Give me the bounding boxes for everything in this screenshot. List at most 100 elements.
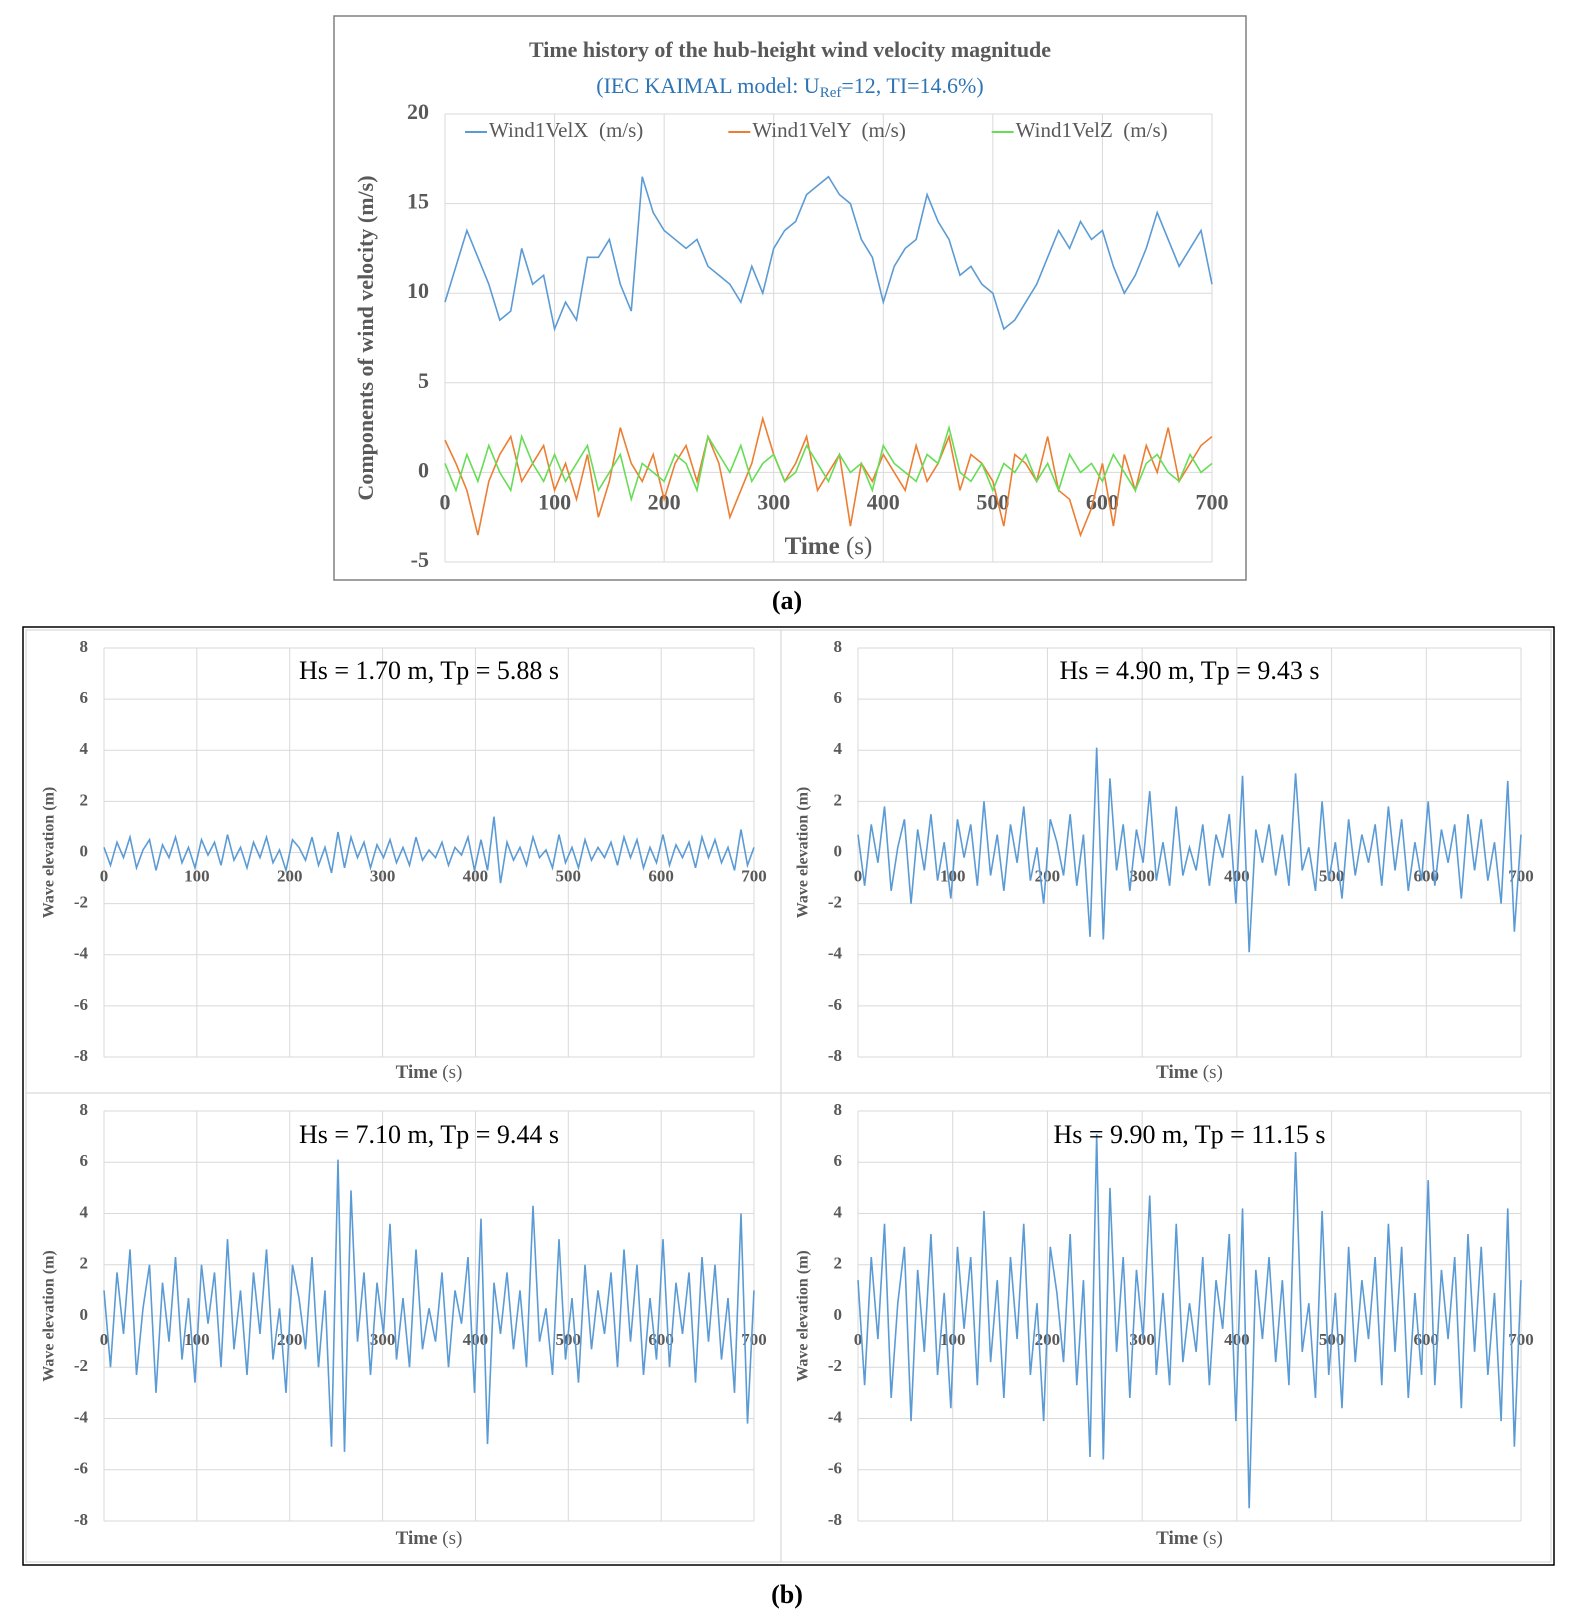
y-axis-label: Components of wind velocity (m/s) (353, 175, 378, 500)
y-axis-label: Wave elevation (m) (795, 787, 812, 919)
x-axis-label-unit: (s) (442, 1062, 462, 1083)
series-line (444, 175, 1213, 332)
x-tick-label: 500 (976, 489, 1009, 514)
legend-label: Wind1VelY (m/s) (752, 118, 906, 142)
y-axis-label: Wave elevation (m) (41, 1250, 58, 1382)
y-tick-label: 8 (834, 1100, 843, 1119)
x-tick-label: 600 (648, 1330, 674, 1349)
y-tick-label: -8 (828, 1510, 842, 1529)
x-axis-label: Time (s) (785, 533, 873, 560)
y-tick-label: 6 (834, 1151, 843, 1170)
y-tick-label: -4 (828, 944, 843, 963)
x-tick-label: 100 (538, 489, 571, 514)
legend-label: Wind1VelX (m/s) (489, 118, 643, 142)
x-tick-label: 400 (867, 489, 900, 514)
y-axis-label: Wave elevation (m) (41, 787, 58, 919)
x-axis-label: Time (s) (396, 1062, 463, 1083)
x-tick-label: 300 (1129, 866, 1155, 885)
x-tick-label: 0 (100, 1330, 109, 1349)
series-line (857, 747, 1522, 953)
chart-title: Hs = 1.70 m, Tp = 5.88 s (299, 656, 559, 685)
y-tick-label: -6 (828, 995, 842, 1014)
series-line (103, 1159, 755, 1452)
x-tick-label: 300 (370, 866, 396, 885)
subtitle-text: (IEC KAIMAL model: U (596, 73, 820, 98)
y-tick-label: -2 (828, 1356, 842, 1375)
subtitle-subscript: Ref (820, 85, 842, 101)
series-line (444, 415, 1213, 538)
x-tick-label: 200 (277, 1330, 303, 1349)
y-tick-label: 20 (407, 99, 429, 124)
x-tick-label: 700 (1196, 489, 1229, 514)
panel-label: (b) (771, 1580, 803, 1609)
panel-a-frame (333, 15, 1247, 581)
x-tick-label: 700 (741, 1330, 767, 1349)
chart-title: Hs = 4.90 m, Tp = 9.43 s (1060, 656, 1320, 685)
x-tick-label: 0 (100, 866, 109, 885)
panel-b-frame (22, 626, 1555, 1566)
chart-subtitle: (IEC KAIMAL model: URef=12, TI=14.6%) (596, 73, 983, 101)
x-tick-label: 700 (1508, 866, 1534, 885)
x-axis-label-unit: (s) (1203, 1062, 1223, 1083)
y-tick-label: 0 (834, 841, 843, 860)
x-tick-label: 0 (854, 866, 863, 885)
y-tick-label: 2 (80, 790, 89, 809)
x-axis-label-text: Time (1156, 1062, 1198, 1083)
x-axis-label-unit: (s) (846, 533, 872, 560)
x-tick-label: 400 (463, 1330, 489, 1349)
x-axis-label-text: Time (1156, 1528, 1198, 1549)
x-tick-label: 400 (1224, 1330, 1250, 1349)
y-tick-label: -6 (74, 1459, 88, 1478)
y-tick-label: 8 (80, 1100, 89, 1119)
x-tick-label: 500 (556, 866, 582, 885)
y-tick-label: -5 (411, 547, 429, 572)
y-tick-label: -4 (74, 944, 89, 963)
y-tick-label: 6 (834, 688, 843, 707)
y-tick-label: 5 (418, 368, 429, 393)
y-tick-label: 4 (834, 739, 843, 758)
series-line (103, 816, 755, 884)
x-tick-label: 500 (1319, 866, 1345, 885)
x-tick-label: 700 (1508, 1330, 1534, 1349)
x-tick-label: 700 (741, 866, 767, 885)
y-tick-label: 2 (834, 790, 843, 809)
panel-label: (a) (772, 586, 802, 615)
y-tick-label: -8 (74, 1046, 88, 1065)
x-axis-label-unit: (s) (1203, 1528, 1223, 1549)
y-tick-label: -2 (74, 1356, 88, 1375)
y-tick-label: -4 (828, 1407, 843, 1426)
y-tick-label: 8 (80, 637, 89, 656)
chart-title: Hs = 9.90 m, Tp = 11.15 s (1053, 1120, 1325, 1149)
x-axis-label-unit: (s) (442, 1528, 462, 1549)
y-tick-label: -2 (828, 893, 842, 912)
y-tick-label: 10 (407, 278, 429, 303)
y-tick-label: 4 (834, 1202, 843, 1221)
x-tick-label: 0 (440, 489, 451, 514)
y-tick-label: 15 (407, 189, 429, 214)
x-axis-label-text: Time (785, 533, 840, 560)
x-tick-label: 0 (854, 1330, 863, 1349)
series-line (857, 1134, 1522, 1509)
x-axis-label: Time (s) (396, 1528, 463, 1549)
y-tick-label: -8 (828, 1046, 842, 1065)
x-tick-label: 400 (463, 866, 489, 885)
y-tick-label: 0 (80, 1305, 89, 1324)
x-tick-label: 300 (1129, 1330, 1155, 1349)
y-tick-label: -8 (74, 1510, 88, 1529)
y-tick-label: 0 (834, 1305, 843, 1324)
x-axis-label-text: Time (396, 1062, 438, 1083)
x-tick-label: 200 (277, 866, 303, 885)
x-tick-label: 300 (370, 1330, 396, 1349)
y-tick-label: -2 (74, 893, 88, 912)
chart-title: Time history of the hub-height wind velo… (529, 37, 1051, 62)
y-tick-label: 4 (80, 739, 89, 758)
y-tick-label: 8 (834, 637, 843, 656)
y-tick-label: 6 (80, 1151, 89, 1170)
x-tick-label: 300 (757, 489, 790, 514)
y-tick-label: 0 (418, 457, 429, 482)
y-tick-label: 2 (834, 1254, 843, 1273)
panel-b-inner (25, 629, 1552, 1563)
y-tick-label: 4 (80, 1202, 89, 1221)
